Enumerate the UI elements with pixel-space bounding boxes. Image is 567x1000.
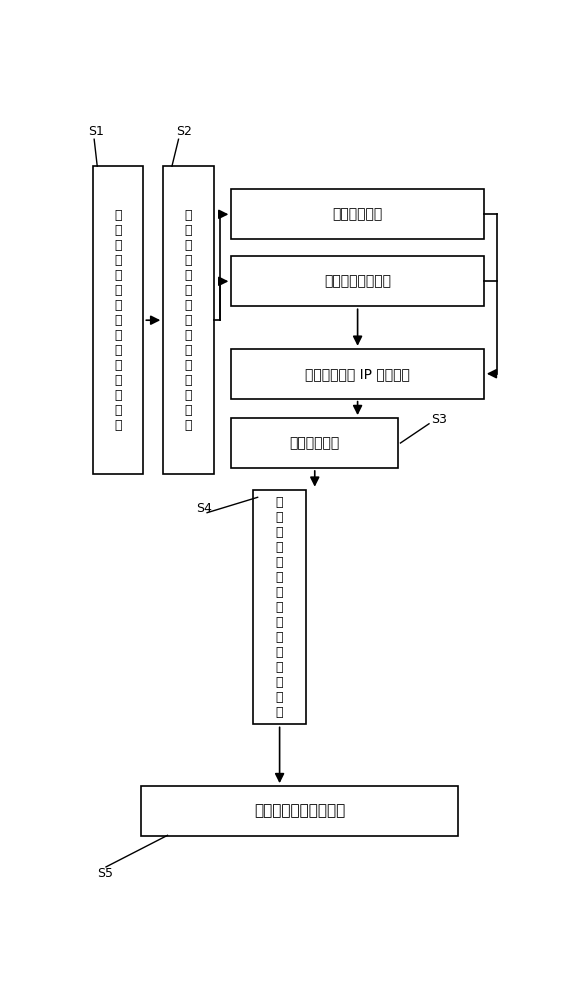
Text: 三
维
粘
弹
塑
性
有
限
元
强
度
折
减
计
算: 三 维 粘 弹 塑 性 有 限 元 强 度 折 减 计 算 (185, 209, 192, 432)
Bar (141, 786, 458, 836)
Text: S3: S3 (431, 413, 447, 426)
Bar (231, 349, 484, 399)
Bar (253, 490, 306, 724)
Text: S1: S1 (88, 125, 104, 138)
Text: S4: S4 (196, 502, 212, 515)
Bar (231, 256, 484, 306)
Text: S5: S5 (98, 867, 113, 880)
Bar (231, 189, 484, 239)
Bar (231, 418, 398, 468)
Text: 边坡位移监测: 边坡位移监测 (332, 207, 383, 221)
Bar (93, 166, 143, 474)
Text: 三
维
粘
弹
塑
性
有
限
元
强
度
折
减
计
算: 三 维 粘 弹 塑 性 有 限 元 强 度 折 减 计 算 (276, 496, 284, 719)
Text: S2: S2 (176, 125, 192, 138)
Bar (163, 166, 214, 474)
Text: 正反分析计算: 正反分析计算 (290, 436, 340, 450)
Text: 实时降雨工况监测: 实时降雨工况监测 (324, 274, 391, 288)
Text: 边坡安全性态动态评价: 边坡安全性态动态评价 (254, 804, 345, 819)
Text: 物联网的虚拟 IP 数据传输: 物联网的虚拟 IP 数据传输 (305, 367, 410, 381)
Text: 室
内
非
饱
和
土
渗
透
试
验
及
三
轴
流
变: 室 内 非 饱 和 土 渗 透 试 验 及 三 轴 流 变 (115, 209, 122, 432)
